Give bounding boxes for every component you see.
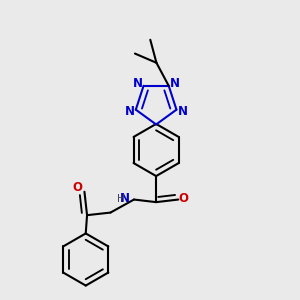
- Text: N: N: [125, 105, 135, 118]
- Text: N: N: [178, 105, 188, 118]
- Text: O: O: [179, 192, 189, 206]
- Text: O: O: [73, 181, 83, 194]
- Text: N: N: [170, 77, 180, 90]
- Text: H: H: [117, 194, 125, 204]
- Text: N: N: [120, 192, 130, 206]
- Text: N: N: [132, 77, 142, 90]
